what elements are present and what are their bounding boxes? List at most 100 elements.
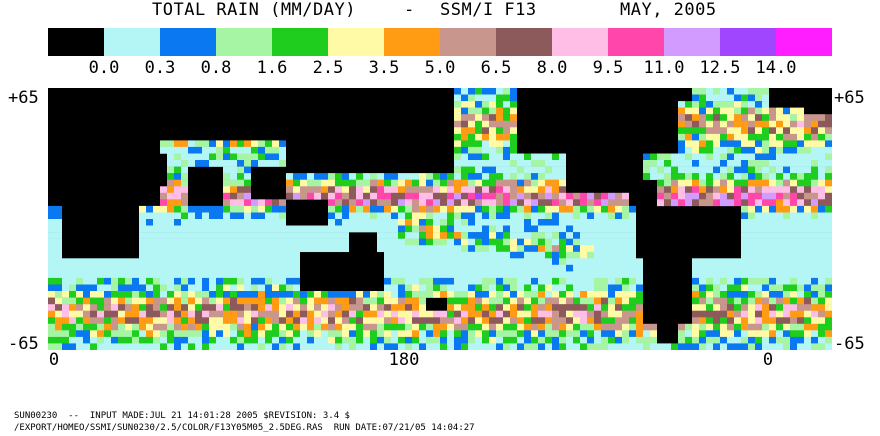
rain-cell xyxy=(272,251,279,259)
rain-cell xyxy=(153,323,160,331)
rain-cell xyxy=(797,199,804,207)
rain-cell xyxy=(783,232,790,239)
rain-cell xyxy=(426,245,433,253)
rain-cell xyxy=(517,179,524,187)
rain-cell xyxy=(636,297,643,305)
rain-cell xyxy=(692,317,699,325)
rain-cell xyxy=(573,251,580,259)
rain-cell xyxy=(342,225,349,233)
rain-cell xyxy=(405,179,412,187)
rain-cell xyxy=(545,271,552,279)
rain-cell xyxy=(279,251,286,259)
rain-cell xyxy=(496,114,503,122)
rain-cell xyxy=(706,173,713,180)
rain-cell xyxy=(69,310,76,318)
rain-cell xyxy=(447,304,454,312)
rain-cell xyxy=(97,343,104,350)
rain-cell xyxy=(559,219,566,226)
rain-cell xyxy=(818,166,825,174)
rain-cell xyxy=(83,264,90,272)
rain-cell xyxy=(538,258,545,266)
rain-cell xyxy=(244,330,251,338)
rain-cell xyxy=(748,291,755,298)
rain-cell xyxy=(244,219,251,226)
rain-cell xyxy=(622,258,629,266)
rain-cell xyxy=(475,336,482,344)
rain-cell xyxy=(692,258,699,266)
rain-cell xyxy=(251,310,258,318)
rain-cell xyxy=(167,310,174,318)
rain-cell xyxy=(482,245,489,253)
rain-cell xyxy=(797,297,804,305)
rain-cell xyxy=(349,323,356,331)
rain-cell xyxy=(342,297,349,305)
rain-cell xyxy=(678,199,685,207)
rain-cell xyxy=(433,277,440,285)
rain-cell xyxy=(517,153,524,161)
rain-cell xyxy=(244,166,251,174)
rain-cell xyxy=(216,219,223,226)
rain-cell xyxy=(230,173,237,180)
rain-cell xyxy=(811,133,818,141)
rain-cell xyxy=(300,232,307,239)
rain-cell xyxy=(153,225,160,233)
rain-cell xyxy=(111,297,118,305)
rain-cell xyxy=(279,219,286,226)
rain-cell xyxy=(258,323,265,331)
rain-cell xyxy=(475,297,482,305)
rain-cell xyxy=(244,153,251,161)
rain-cell xyxy=(762,88,769,95)
rain-cell xyxy=(678,166,685,174)
rain-cell xyxy=(258,160,265,167)
rain-cell xyxy=(48,245,55,253)
rain-cell xyxy=(748,310,755,318)
rain-cell xyxy=(167,179,174,187)
rain-cell xyxy=(440,212,447,220)
rain-cell xyxy=(797,114,804,122)
rain-cell xyxy=(811,271,818,279)
rain-cell xyxy=(426,271,433,279)
rain-cell xyxy=(279,140,286,148)
rain-cell xyxy=(230,264,237,272)
rain-cell xyxy=(139,336,146,344)
rain-cell xyxy=(104,271,111,279)
rain-cell xyxy=(573,205,580,213)
rain-cell xyxy=(363,179,370,187)
rain-cell xyxy=(783,114,790,122)
rain-cell xyxy=(615,323,622,331)
rain-cell xyxy=(727,88,734,95)
rain-cell xyxy=(748,251,755,259)
rain-cell xyxy=(608,336,615,344)
rain-cell xyxy=(524,330,531,338)
rain-cell xyxy=(804,160,811,167)
rain-cell xyxy=(132,317,139,325)
rain-cell xyxy=(167,225,174,233)
rain-cell xyxy=(510,330,517,338)
rain-cell xyxy=(699,127,706,135)
rain-cell xyxy=(398,219,405,226)
rain-cell xyxy=(559,192,566,200)
rain-cell xyxy=(587,336,594,344)
rain-cell xyxy=(790,291,797,298)
rain-cell xyxy=(181,219,188,226)
rain-cell xyxy=(811,232,818,239)
rain-cell xyxy=(517,317,524,325)
rain-cell xyxy=(132,291,139,298)
rain-cell xyxy=(468,199,475,207)
rain-cell xyxy=(209,310,216,318)
rain-cell xyxy=(272,343,279,350)
rain-cell xyxy=(139,297,146,305)
rain-cell xyxy=(482,264,489,272)
rain-cell xyxy=(727,297,734,305)
rain-cell xyxy=(174,166,181,174)
rain-cell xyxy=(587,225,594,233)
rain-cell xyxy=(209,205,216,213)
rain-cell xyxy=(531,310,538,318)
rain-cell xyxy=(265,146,272,154)
rain-cell xyxy=(825,199,832,207)
rain-cell xyxy=(734,310,741,318)
rain-cell xyxy=(811,199,818,207)
rain-cell xyxy=(363,330,370,338)
rain-cell xyxy=(258,212,265,220)
rain-cell xyxy=(153,264,160,272)
